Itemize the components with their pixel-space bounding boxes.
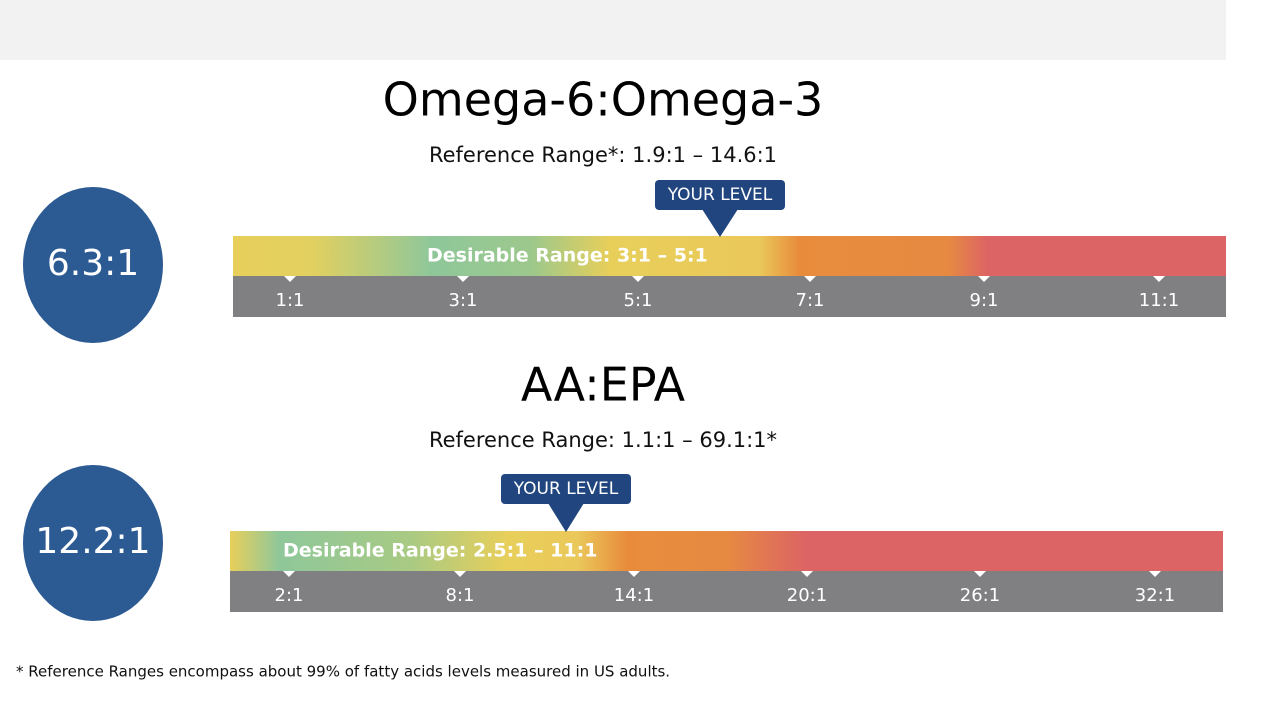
level-value: 6.3:1 [47,243,139,284]
tick-marker [801,571,813,577]
tick-marker [804,276,816,282]
range-bar [233,236,1226,276]
tick-label: 5:1 [624,290,653,311]
tick-label: 3:1 [449,290,478,311]
tick-label: 1:1 [276,290,305,311]
tick-label: 7:1 [796,290,825,311]
tick-label: 11:1 [1139,290,1179,311]
tick-marker [1153,276,1165,282]
tick-marker [632,276,644,282]
level-circle [23,465,163,621]
tick-label: 2:1 [275,585,304,606]
range-bar [230,531,1223,571]
tick-label: 20:1 [787,585,827,606]
marker-box [655,180,785,210]
tick-label: 14:1 [614,585,654,606]
sections: Omega-6:Omega-3 Reference Range*: 1.9:1 –… [23,73,1226,621]
level-circle [23,187,163,343]
desirable-range: Desirable Range: 2.5:1 – 11:1 [283,540,597,562]
tick-label: 26:1 [960,585,1000,606]
level-value: 12.2:1 [35,521,150,562]
tick-marker [974,571,986,577]
marker-label: YOUR LEVEL [513,479,619,499]
tick-label: 8:1 [446,585,475,606]
tick-label: 9:1 [970,290,999,311]
tick-marker [454,571,466,577]
marker-arrow [548,503,584,532]
tick-marker [628,571,640,577]
tick-marker [457,276,469,282]
marker-label: YOUR LEVEL [667,185,773,205]
section-title: AA:EPA [521,358,686,412]
tick-marker [978,276,990,282]
scale-bar [230,571,1223,612]
marker-arrow [702,209,738,237]
tick-marker [1149,571,1161,577]
scale-bar [233,276,1226,317]
reference-range: Reference Range: 1.1:1 – 69.1:1* [429,428,777,452]
footnote: * Reference Ranges encompass about 99% o… [16,663,670,681]
section-title: Omega-6:Omega-3 [383,73,824,127]
header-band [0,0,1226,60]
reference-range: Reference Range*: 1.9:1 – 14.6:1 [429,143,777,167]
desirable-range: Desirable Range: 3:1 – 5:1 [427,245,708,267]
tick-marker [283,571,295,577]
tick-label: 32:1 [1135,585,1175,606]
tick-marker [284,276,296,282]
marker-box [501,474,631,504]
